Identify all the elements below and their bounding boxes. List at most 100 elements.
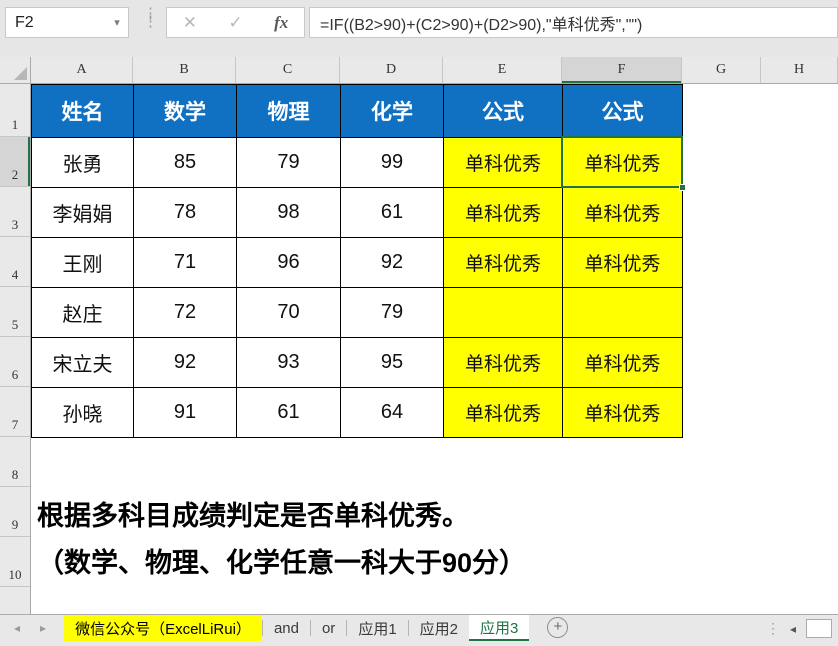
- cell[interactable]: 李娟娟: [31, 187, 134, 238]
- sheet-tab-1[interactable]: 微信公众号（ExcelLiRui）: [64, 615, 262, 641]
- row-header-6[interactable]: 6: [0, 337, 30, 387]
- sheet-tab-bar: ◂ ▸ 微信公众号（ExcelLiRui） and or 应用1 应用2 应用3 + ⋮ …: [0, 614, 838, 646]
- table-header-cell[interactable]: 数学: [133, 84, 237, 138]
- cell[interactable]: 79: [340, 287, 444, 338]
- cell[interactable]: 92: [340, 237, 444, 288]
- row-header-5[interactable]: 5: [0, 287, 30, 337]
- active-cell-selection[interactable]: [561, 136, 686, 191]
- formula-bar-row: F2 ▾ ⋮ ⋮ ✕ ✓ fx =IF((B2>90)+(C2>90)+(D2>9…: [0, 0, 838, 57]
- cell[interactable]: 单科优秀: [562, 237, 683, 288]
- enter-icon[interactable]: ✓: [228, 12, 243, 32]
- cell[interactable]: 61: [340, 187, 444, 238]
- row-header-2[interactable]: 2: [0, 137, 30, 187]
- table-header-cell[interactable]: 物理: [236, 84, 341, 138]
- chevron-down-icon[interactable]: ▾: [114, 17, 120, 29]
- column-header-F[interactable]: F: [562, 57, 682, 83]
- table-header-cell[interactable]: 姓名: [31, 84, 134, 138]
- cell[interactable]: 91: [133, 387, 237, 438]
- row-header-8[interactable]: 8: [0, 437, 30, 487]
- row-header-10[interactable]: 10: [0, 537, 30, 587]
- formula-buttons: ✕ ✓ fx: [166, 7, 305, 38]
- cell[interactable]: 单科优秀: [443, 337, 563, 388]
- tab-bar-right: ⋮ ◂: [766, 619, 832, 638]
- cell[interactable]: 单科优秀: [443, 237, 563, 288]
- cell[interactable]: 单科优秀: [443, 187, 563, 238]
- cell[interactable]: 95: [340, 337, 444, 388]
- cell[interactable]: 64: [340, 387, 444, 438]
- table-header-cell[interactable]: 化学: [340, 84, 444, 138]
- sheet-tab-5[interactable]: 应用2: [419, 620, 458, 638]
- cell[interactable]: 孙晓: [31, 387, 134, 438]
- cell[interactable]: 93: [236, 337, 341, 388]
- cell[interactable]: 赵庄: [31, 287, 134, 338]
- cell[interactable]: [443, 287, 563, 338]
- score-table: 姓名 数学 物理 化学 公式 公式 张勇 85 79 99 单科优秀 单科优秀 李娟娟 78 98 61 单科优…: [31, 84, 683, 438]
- cell[interactable]: 72: [133, 287, 237, 338]
- formula-input[interactable]: =IF((B2>90)+(C2>90)+(D2>90),"单科优秀",""): [309, 7, 838, 38]
- cancel-icon[interactable]: ✕: [182, 12, 197, 32]
- cell[interactable]: 单科优秀: [562, 187, 683, 238]
- cell[interactable]: 92: [133, 337, 237, 388]
- cell[interactable]: 张勇: [31, 137, 134, 188]
- select-all-triangle-icon: [14, 67, 27, 80]
- tab-divider: [407, 620, 409, 636]
- column-header-G[interactable]: G: [682, 57, 761, 83]
- sheet-tab-2[interactable]: and: [273, 619, 299, 637]
- name-box-value: F2: [15, 13, 34, 31]
- column-header-B[interactable]: B: [133, 57, 236, 83]
- cell[interactable]: 96: [236, 237, 341, 288]
- sheet-tabs: 微信公众号（ExcelLiRui） and or 应用1 应用2 应用3: [64, 615, 530, 641]
- sheet-grid[interactable]: 姓名 数学 物理 化学 公式 公式 张勇 85 79 99 单科优秀 单科优秀 李娟娟 78 98 61 单科优…: [31, 84, 838, 614]
- grip-dots-icon[interactable]: ⋮ ⋮: [143, 5, 158, 30]
- sheet-nav: ◂ ▸: [14, 615, 46, 641]
- cell[interactable]: 单科优秀: [562, 387, 683, 438]
- select-all-button[interactable]: [0, 57, 31, 84]
- cell[interactable]: 王刚: [31, 237, 134, 288]
- row-headers: 1 2 3 4 5 6 7 8 9 10: [0, 84, 31, 614]
- cell[interactable]: 85: [133, 137, 237, 188]
- cell[interactable]: 70: [236, 287, 341, 338]
- fill-handle[interactable]: [679, 184, 686, 191]
- sheet-tab-3[interactable]: or: [321, 619, 336, 637]
- cell[interactable]: 单科优秀: [562, 337, 683, 388]
- table-header-cell[interactable]: 公式: [562, 84, 683, 138]
- sheet-tab-6[interactable]: 应用3: [469, 615, 530, 641]
- sheet-nav-right-icon[interactable]: ▸: [40, 621, 47, 635]
- name-box[interactable]: F2 ▾: [5, 7, 129, 38]
- cell[interactable]: 71: [133, 237, 237, 288]
- column-header-D[interactable]: D: [340, 57, 443, 83]
- add-sheet-button[interactable]: +: [547, 617, 569, 638]
- row-header-3[interactable]: 3: [0, 187, 30, 237]
- sheet-nav-left-icon[interactable]: ◂: [14, 621, 21, 635]
- column-header-A[interactable]: A: [31, 57, 133, 83]
- column-header-H[interactable]: H: [761, 57, 838, 83]
- cell[interactable]: 宋立夫: [31, 337, 134, 388]
- row-header-1[interactable]: 1: [0, 84, 30, 137]
- formula-text: =IF((B2>90)+(C2>90)+(D2>90),"单科优秀",""): [320, 16, 643, 34]
- cell[interactable]: 61: [236, 387, 341, 438]
- row-header-9[interactable]: 9: [0, 487, 30, 537]
- tab-divider: [261, 620, 263, 636]
- cell[interactable]: 单科优秀: [562, 137, 683, 188]
- horizontal-scrollbar-thumb[interactable]: [806, 619, 832, 638]
- cell[interactable]: 78: [133, 187, 237, 238]
- row-header-4[interactable]: 4: [0, 237, 30, 287]
- column-header-E[interactable]: E: [443, 57, 562, 83]
- cell[interactable]: 98: [236, 187, 341, 238]
- row-header-7[interactable]: 7: [0, 387, 30, 437]
- more-dots-icon[interactable]: ⋮: [765, 620, 780, 636]
- sheet-tab-4[interactable]: 应用1: [358, 620, 397, 638]
- cell[interactable]: 79: [236, 137, 341, 188]
- cell[interactable]: [562, 287, 683, 338]
- column-header-C[interactable]: C: [236, 57, 340, 83]
- scroll-left-icon[interactable]: ◂: [789, 621, 796, 636]
- cell[interactable]: 单科优秀: [443, 137, 563, 188]
- cell[interactable]: 单科优秀: [443, 387, 563, 438]
- note-line-1: 根据多科目成绩判定是否单科优秀。: [37, 501, 469, 531]
- cell[interactable]: 99: [340, 137, 444, 188]
- insert-function-icon[interactable]: fx: [274, 12, 289, 32]
- table-header-cell[interactable]: 公式: [443, 84, 563, 138]
- tab-divider: [346, 620, 348, 636]
- tab-divider: [309, 620, 311, 636]
